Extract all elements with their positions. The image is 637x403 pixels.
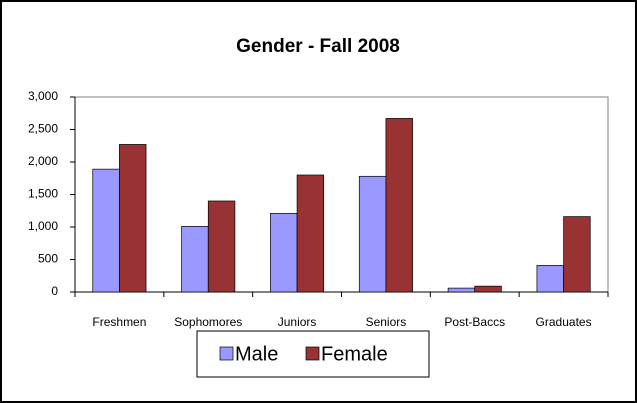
legend-swatch — [305, 346, 320, 361]
x-tick-label: Post-Baccs — [444, 315, 505, 329]
y-tick-label: 2,000 — [28, 154, 58, 168]
bar — [119, 144, 147, 293]
y-tick-label: 2,500 — [28, 122, 58, 136]
bar — [92, 168, 120, 293]
bar — [296, 174, 325, 293]
y-tick-label: 3,000 — [28, 89, 58, 103]
y-tick-label: 1,000 — [28, 219, 58, 233]
bar — [270, 213, 298, 293]
bar — [207, 200, 236, 293]
y-tick-label: 0 — [51, 284, 58, 298]
bar — [474, 285, 502, 293]
y-tick-label: 500 — [38, 252, 58, 266]
bar — [536, 265, 564, 293]
chart-title: Gender - Fall 2008 — [236, 36, 400, 57]
legend-label: Male — [235, 343, 278, 365]
plot-area — [74, 96, 609, 293]
legend-swatch — [219, 346, 234, 361]
bar — [563, 216, 591, 293]
x-tick-label: Graduates — [536, 315, 592, 329]
bar — [181, 226, 209, 293]
x-tick-label: Seniors — [366, 315, 407, 329]
x-tick-label: Juniors — [278, 315, 317, 329]
y-tick-label: 1,500 — [28, 187, 58, 201]
bar — [358, 175, 387, 293]
x-tick-label: Freshmen — [92, 315, 146, 329]
bar — [447, 287, 476, 293]
bar — [385, 118, 413, 293]
legend-label: Female — [321, 343, 388, 365]
x-tick-label: Sophomores — [174, 315, 242, 329]
